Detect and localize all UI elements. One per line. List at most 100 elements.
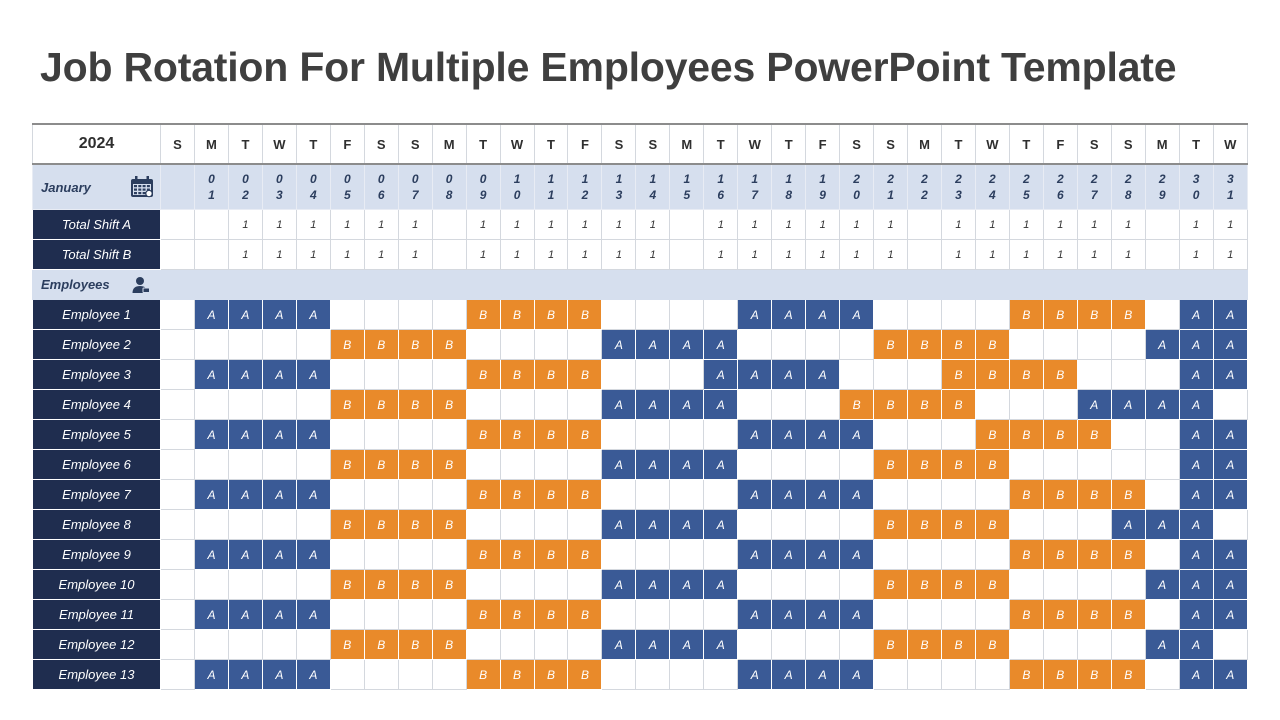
empty-cell <box>329 419 365 450</box>
weekday-cell: S <box>397 123 433 165</box>
weekday-cell: W <box>261 123 297 165</box>
empty-cell <box>397 359 433 390</box>
weekday-cell: W <box>499 123 535 165</box>
empty-cell <box>499 509 535 540</box>
shift-b-cell: B <box>499 599 535 630</box>
empty-cell <box>160 629 195 660</box>
shift-b-cell: B <box>567 599 603 630</box>
empty-cell <box>431 539 467 570</box>
empty-cell <box>194 389 229 420</box>
shift-b-cell: B <box>499 299 535 330</box>
empty-cell <box>160 599 195 630</box>
empty-cell <box>1110 419 1146 450</box>
shift-a-cell: A <box>1212 659 1249 690</box>
empty-cell <box>805 569 841 600</box>
shift-a-cell: A <box>227 299 263 330</box>
empty-cell <box>1212 509 1249 540</box>
shift-a-cell: A <box>737 599 773 630</box>
shift-a-cell: A <box>1212 479 1249 510</box>
employee-row: Employee 12 B B B B A A A A B B B B A A <box>32 629 1249 660</box>
shift-b-cell: B <box>465 539 501 570</box>
shift-b-cell: B <box>431 569 467 600</box>
shift-a-cell: A <box>295 539 331 570</box>
empty-cell <box>1144 479 1180 510</box>
weekday-cell: T <box>771 123 807 165</box>
shift-b-cell: B <box>1110 299 1146 330</box>
employee-row: Employee 10 B B B B A A A A B B B B A A A <box>32 569 1249 600</box>
shift-a-cell: A <box>635 449 671 480</box>
shift-b-cell: B <box>397 509 433 540</box>
empty-cell <box>465 569 501 600</box>
weekday-cell: S <box>363 123 399 165</box>
employee-name: Employee 13 <box>32 659 161 690</box>
total-count-cell: 1 <box>703 239 739 270</box>
total-count-cell: 1 <box>1110 239 1146 270</box>
shift-b-cell: B <box>431 329 467 360</box>
shift-b-cell: B <box>567 299 603 330</box>
empty-cell <box>160 359 195 390</box>
weekday-cell: W <box>737 123 773 165</box>
shift-a-cell: A <box>227 599 263 630</box>
empty-cell <box>974 599 1010 630</box>
shift-a-cell: A <box>227 359 263 390</box>
empty-cell <box>397 599 433 630</box>
empty-cell <box>261 629 297 660</box>
empty-cell <box>1076 449 1112 480</box>
empty-cell <box>635 659 671 690</box>
total-count-cell: 1 <box>533 239 569 270</box>
empty-cell <box>261 389 297 420</box>
shift-b-cell: B <box>465 419 501 450</box>
employee-row: Employee 11 A A A A B B B B A A A A B B B B A A <box>32 599 1249 630</box>
empty-cell <box>363 359 399 390</box>
shift-a-cell: A <box>1212 329 1249 360</box>
shift-b-cell: B <box>907 329 942 360</box>
shift-a-cell: A <box>1178 539 1214 570</box>
total-count-cell <box>160 209 195 240</box>
shift-b-cell: B <box>873 509 909 540</box>
shift-b-cell: B <box>329 389 365 420</box>
shift-a-cell: A <box>703 449 739 480</box>
weekday-cell: M <box>907 123 942 165</box>
shift-b-cell: B <box>1110 599 1146 630</box>
empty-cell <box>1008 329 1044 360</box>
empty-cell <box>329 539 365 570</box>
total-count-cell <box>1144 209 1180 240</box>
empty-cell <box>194 629 229 660</box>
empty-cell <box>771 629 807 660</box>
shift-a-cell: A <box>1178 389 1214 420</box>
shift-b-cell: B <box>567 479 603 510</box>
shift-a-cell: A <box>295 419 331 450</box>
employee-name: Employee 11 <box>32 599 161 630</box>
empty-cell <box>465 449 501 480</box>
total-count-cell: 1 <box>397 239 433 270</box>
empty-cell <box>160 299 195 330</box>
total-count-cell <box>194 239 229 270</box>
shift-a-cell: A <box>1178 659 1214 690</box>
empty-cell <box>295 569 331 600</box>
empty-cell <box>397 419 433 450</box>
empty-cell <box>227 569 263 600</box>
shift-b-cell: B <box>907 449 942 480</box>
shift-b-cell: B <box>499 539 535 570</box>
empty-cell <box>907 359 942 390</box>
empty-cell <box>940 539 976 570</box>
shift-a-cell: A <box>669 569 705 600</box>
shift-b-cell: B <box>1042 419 1078 450</box>
empty-cell <box>1144 449 1180 480</box>
shift-a-cell: A <box>194 539 229 570</box>
empty-cell <box>737 449 773 480</box>
shift-b-cell: B <box>907 629 942 660</box>
empty-cell <box>227 449 263 480</box>
shift-a-cell: A <box>295 299 331 330</box>
